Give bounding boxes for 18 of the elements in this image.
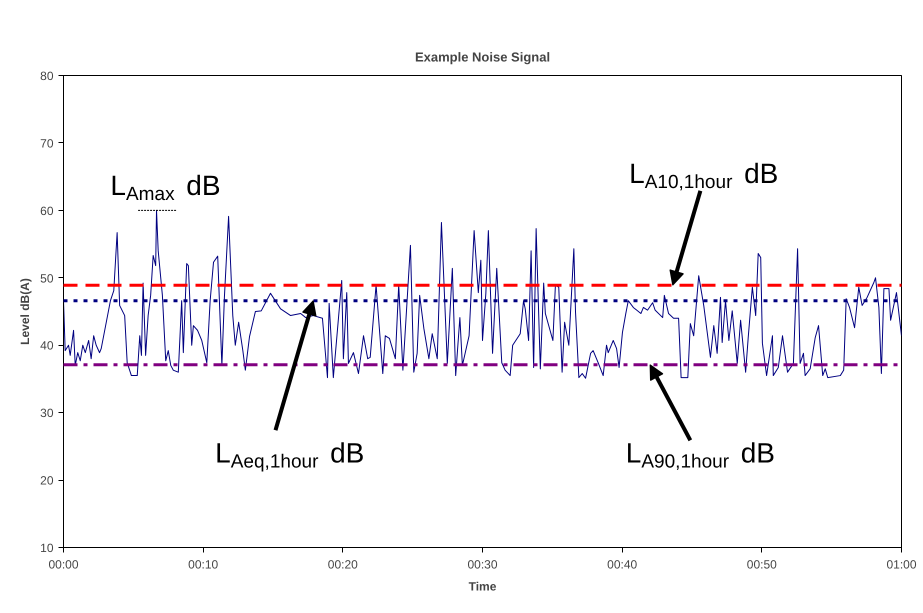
y-tick-label: 50	[40, 271, 54, 286]
chart-title: Example Noise Signal	[414, 50, 550, 64]
x-tick-label: 01:00	[886, 558, 917, 572]
x-tick-label: 00:00	[48, 558, 79, 572]
x-axis-title: Time	[468, 580, 497, 594]
y-tick-label: 80	[40, 69, 54, 83]
y-tick-label: 30	[40, 406, 54, 420]
y-tick-label: 10	[40, 541, 54, 555]
y-tick-label: 20	[40, 474, 54, 488]
y-tick-label: 40	[40, 338, 54, 353]
x-tick-label: 00:50	[746, 558, 778, 572]
y-axis-title: Level dB(A)	[18, 278, 32, 345]
x-tick-label: 00:40	[607, 558, 638, 572]
x-tick-label: 00:10	[188, 558, 219, 572]
x-tick-label: 00:20	[328, 558, 358, 572]
x-tick-label: 00:30	[467, 558, 498, 572]
y-tick-label: 60	[40, 204, 54, 218]
y-tick-label: 70	[40, 136, 54, 150]
